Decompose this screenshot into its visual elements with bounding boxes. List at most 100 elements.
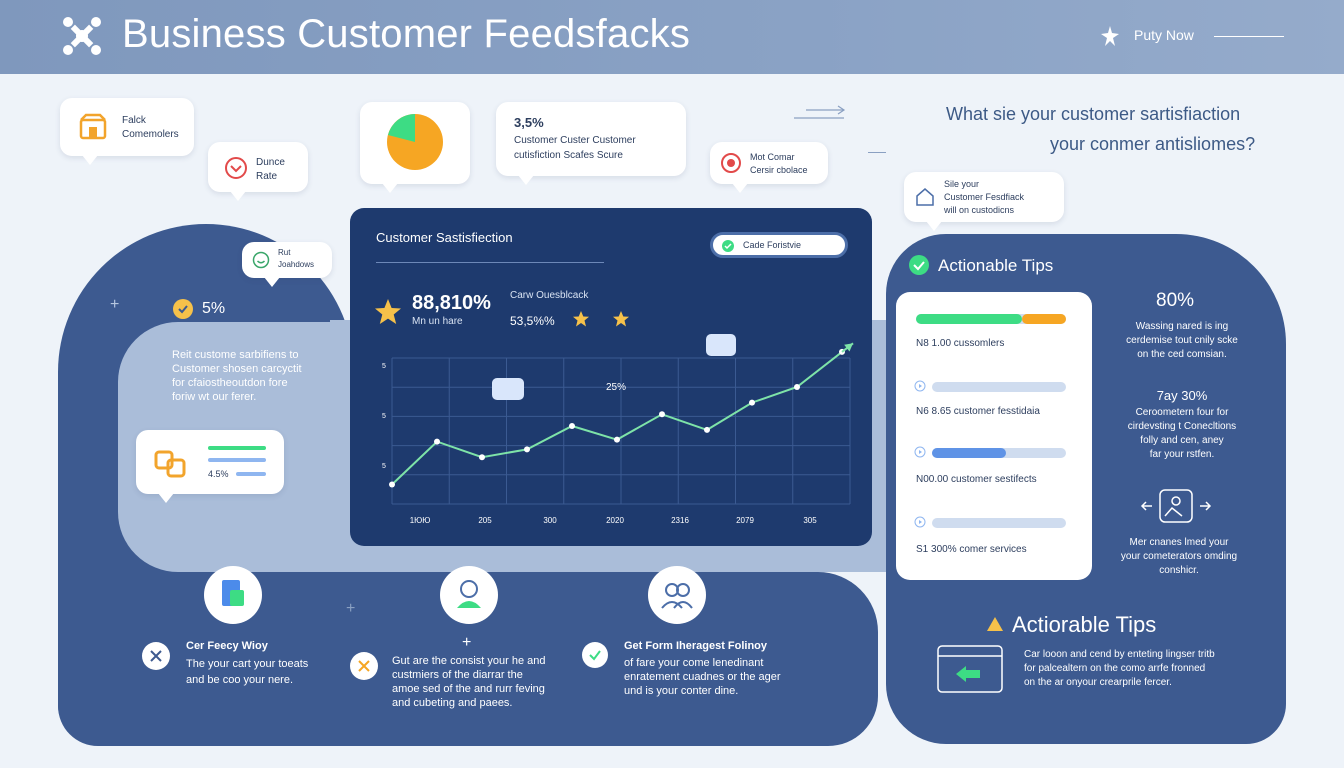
- data-point: [434, 438, 440, 445]
- satisfaction-bubble: 3,5% Customer Custer Customer cutisficti…: [496, 102, 686, 185]
- badge-icon: [173, 299, 193, 319]
- bottom-desc-line: enratement cuadnes or the ager: [624, 671, 781, 683]
- tips-row-label: N6 8.65 customer fesstidaia: [916, 406, 1040, 417]
- x-tick-label: 1ЮЮ: [410, 516, 431, 525]
- x-tick-label: 305: [803, 516, 817, 525]
- check-circle-icon: [909, 255, 929, 275]
- left-desc-line: Reit custome sarbifiens to: [172, 349, 299, 361]
- stat-desc: Wassing nared is ing cerdemise tout cnil…: [1112, 320, 1252, 362]
- data-point: [749, 399, 755, 406]
- bubble-text: Joahdows: [278, 260, 315, 269]
- user-avatar-icon: [440, 566, 498, 624]
- data-point: [794, 384, 800, 390]
- bottom-desc-line: und is your conter dine.: [624, 685, 739, 697]
- stat-desc-line: cirdevsting t Conecltions: [1127, 421, 1237, 432]
- left-desc-line: for cfaiostheoutdon fore: [172, 377, 288, 389]
- stat-desc-line: your cometerators omding: [1120, 551, 1238, 562]
- left-percent: 5%: [202, 300, 226, 317]
- bubble-text: Mot Comar: [750, 152, 795, 162]
- satisfaction-chart-panel: Customer Sastisfiection Cade Foristvie 8…: [350, 208, 872, 546]
- check-circle-icon: [722, 240, 734, 252]
- document-icon: [204, 566, 262, 624]
- bottom-desc-line: for palcealtern on the como arrfe fronne…: [1024, 663, 1206, 674]
- bottom-item-desc: Gut are the consist your he and custmier…: [392, 654, 545, 710]
- mini-bar: [208, 458, 266, 462]
- bubble-text: Falck: [122, 115, 146, 126]
- stat-desc-line: on the ced comsian.: [1137, 349, 1227, 360]
- stat-desc-line: cerdemise tout cnily scke: [1126, 335, 1238, 346]
- image-frame-icon: [1140, 489, 1212, 523]
- bubble-text: Rut: [278, 248, 291, 257]
- close-icon: [350, 652, 378, 680]
- target-icon: [720, 152, 742, 179]
- stat-desc-line: Ceroometern four for: [1135, 407, 1229, 418]
- left-desc-line: foriw wt our ferer.: [172, 391, 257, 403]
- plus-mark: +: [346, 600, 356, 617]
- x-tick-label: 2020: [606, 516, 624, 525]
- bubble-text: Dunce: [256, 157, 285, 168]
- mini-card-value: 4.5%: [208, 469, 229, 479]
- bottom-tips-title: Actiorable Tips: [1012, 612, 1157, 637]
- title-underline: [376, 262, 604, 263]
- tips-card: N8 1.00 cussomlers N6 8.65 customer fess…: [896, 292, 1092, 580]
- bubble-text: Sile your: [944, 179, 980, 189]
- question-line-2: your conmer antisliomes?: [1050, 134, 1256, 154]
- network-logo-icon: [60, 14, 104, 63]
- star-icon: [573, 311, 589, 327]
- bottom-item-title: Cer Feecy Wioy: [186, 640, 268, 652]
- feedback-bubble-3: Rut Joahdows: [242, 242, 332, 287]
- stat-desc-line: far your rstfen.: [1149, 449, 1215, 460]
- feedback-bubble-1: Falck Comemolers: [60, 98, 194, 165]
- close-icon: [142, 642, 170, 670]
- data-point: [659, 411, 665, 418]
- stat-desc-line: Wassing nared is ing: [1135, 321, 1229, 332]
- filter-pill[interactable]: Cade Foristvie: [710, 232, 848, 258]
- star-icon: [613, 311, 629, 327]
- y-tick-label: 5: [382, 413, 386, 420]
- pie-bubble: [360, 102, 470, 193]
- data-point: [479, 454, 485, 461]
- data-point: [389, 481, 395, 488]
- mini-bar: [236, 472, 266, 476]
- users-group-icon: [648, 566, 706, 624]
- bottom-item-desc: The your cart your toeats and be coo you…: [186, 656, 308, 688]
- stat-value: 7ay 30%: [1156, 388, 1208, 403]
- y-tick-label: 5: [382, 463, 386, 470]
- feedback-bubble-2: Dunce Rate: [208, 142, 308, 201]
- left-mini-card: 4.5%: [136, 430, 284, 503]
- bottom-desc-line: of fare your come lenedinant: [624, 657, 764, 669]
- pie-chart-icon: [385, 112, 445, 177]
- big-value: 88,810%: [412, 292, 491, 314]
- progress-fill-orange: [1022, 314, 1066, 324]
- stat-desc: Ceroometern four for cirdevsting t Conec…: [1112, 406, 1252, 462]
- play-icon: [914, 446, 926, 458]
- left-desc-line: Customer shosen carcyctit: [172, 363, 302, 375]
- star-burst-icon: [1098, 24, 1122, 53]
- bottom-tips-desc: Car looon and cend by enteting lingser t…: [1024, 648, 1215, 690]
- play-now-link[interactable]: Puty Now: [1134, 27, 1194, 43]
- secondary-label: Carw Ouesblcack: [510, 290, 589, 301]
- progress-bar: [932, 518, 1066, 528]
- chat-bubble-icon: [706, 334, 736, 356]
- data-point: [569, 423, 575, 429]
- bubble-text: Comemolers: [122, 129, 179, 140]
- bottom-desc-line: and cubeting and paees.: [392, 697, 513, 709]
- progress-fill-green: [916, 314, 1022, 324]
- data-point: [614, 436, 620, 443]
- bubble-text: Cersir cbolace: [750, 165, 808, 175]
- x-tick-label: 2079: [736, 516, 754, 525]
- progress-bar: [932, 382, 1066, 392]
- plus-mark: +: [462, 634, 472, 651]
- series-line: [391, 351, 843, 486]
- line-chart: 1ЮЮ 205 300 2020 2316 2079 305 5 5 5: [382, 342, 854, 525]
- bubble-text: Customer Fesdfiack: [944, 192, 1025, 202]
- x-tick-label: 2316: [671, 516, 689, 525]
- home-icon: [914, 186, 936, 213]
- play-icon: [914, 516, 926, 528]
- stat-value: 80%: [1156, 290, 1195, 311]
- cta-underline: [1214, 36, 1284, 37]
- left-description: Reit custome sarbifiens to Customer shos…: [172, 348, 302, 404]
- stat-desc-line: folly and cen, aney: [1140, 435, 1224, 446]
- bubble-text: Customer Custer Customer: [514, 135, 636, 146]
- bottom-desc-line: amoe sed of the and rurr feving: [392, 683, 545, 695]
